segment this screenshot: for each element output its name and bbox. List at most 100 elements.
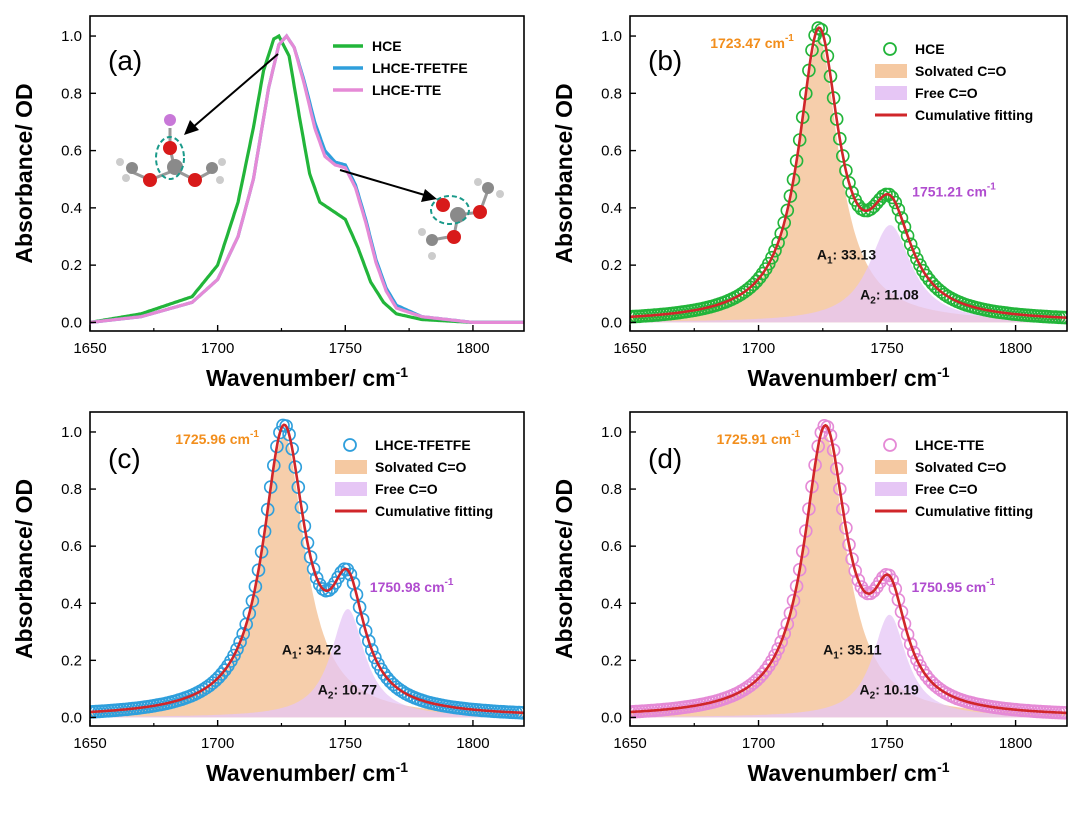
y-tick-label: 1.0 (61, 424, 82, 441)
y-axis-label: Absorbance/ OD (551, 83, 577, 263)
data-point (233, 635, 247, 649)
solvated-area (630, 434, 1067, 718)
y-tick-label: 0.2 (61, 652, 82, 669)
data-point (848, 564, 863, 578)
x-tick-label: 1750 (329, 340, 362, 357)
plot-area (90, 33, 524, 324)
y-tick-label: 0.0 (601, 314, 622, 331)
y-tick-label: 0.0 (601, 709, 622, 726)
data-point (230, 642, 244, 657)
cumulative-fit-line (90, 423, 524, 715)
y-tick-label: 0.8 (61, 85, 82, 102)
x-tick-label: 1650 (73, 340, 106, 357)
plot-area (90, 418, 524, 720)
panel-d: 1650 1700 1750 1800 0.0 0.2 0.4 0.6 0.8 1.0 Wavenu… (551, 411, 1068, 786)
legend-label: Free C=O (915, 481, 978, 497)
area1-label: A1: 34.72 (282, 642, 341, 662)
legend-swatch (335, 460, 367, 474)
y-tick-label: 0.2 (61, 257, 82, 274)
y-axis-label: Absorbance/ OD (551, 479, 577, 659)
data-point (903, 637, 918, 652)
legend-label: Solvated C=O (915, 63, 1007, 79)
y-tick-label: 0.6 (61, 538, 82, 555)
data-point (771, 642, 785, 656)
peak1-sup: -1 (785, 33, 794, 44)
x-axis-label-text: Wavenumber/ cm (206, 760, 396, 786)
solvated-area (630, 38, 1067, 323)
x-tick-label: 1650 (73, 735, 106, 752)
legend-label: HCE (372, 38, 402, 54)
x-axis-label-text: Wavenumber/ cm (747, 760, 937, 786)
peak1-value: 1725.96 cm (175, 431, 250, 447)
data-point (857, 584, 872, 599)
legend-label: Free C=O (375, 481, 438, 497)
legend-swatch (335, 482, 367, 496)
y-axis-label: Absorbance/ OD (11, 479, 37, 659)
area1-value: : 34.72 (298, 642, 342, 658)
annotation-arrows (184, 53, 437, 202)
data-point (900, 627, 915, 642)
legend-label: LHCE-TTE (372, 82, 441, 98)
x-axis-label: Wavenumber/ cm-1 (747, 759, 949, 786)
data-point (823, 428, 838, 443)
x-tick-label: 1800 (999, 340, 1032, 357)
area2-label: A2: 10.77 (318, 682, 377, 702)
legend-label: Free C=O (915, 85, 978, 101)
y-tick-label: 0.2 (601, 652, 622, 669)
panel-label: (b) (648, 45, 682, 76)
legend-label: Solvated C=O (915, 459, 1007, 475)
x-axis-label-text: Wavenumber/ cm (206, 365, 396, 391)
plot-frame (629, 15, 1068, 332)
peak2-sup: -1 (445, 577, 454, 588)
peak2-sup: -1 (987, 181, 996, 192)
peak2-sup: -1 (986, 577, 995, 588)
area2-value: : 10.77 (333, 682, 377, 698)
x-tick-label: 1750 (870, 340, 903, 357)
panel-a: 1650 1700 1750 1800 0.0 0.2 0.4 0.6 0.8 1.0 Wavenu… (11, 15, 525, 391)
area1-sub: 1 (292, 651, 298, 662)
area1-prefix: A (817, 246, 827, 262)
y-tick-label: 0.2 (601, 257, 622, 274)
panel-label: (d) (648, 443, 682, 474)
y-tick-label: 0.4 (61, 200, 82, 217)
legend-label: LHCE-TFETFE (375, 437, 471, 453)
data-point (768, 648, 782, 663)
area2-sub: 2 (328, 691, 334, 702)
data-point (352, 600, 367, 615)
data-point (820, 420, 835, 434)
legend-marker (343, 438, 357, 452)
data-point (851, 573, 866, 588)
data-point (343, 567, 358, 582)
plot-frame (89, 411, 525, 727)
peak1-label: 1725.91 cm-1 (716, 429, 800, 447)
data-point (361, 634, 376, 649)
area1-value: : 35.11 (839, 642, 882, 658)
y-tick-label: 0.6 (601, 538, 622, 555)
panel-c: 1650 1700 1750 1800 0.0 0.2 0.4 0.6 0.8 1.0 Wavenu… (11, 411, 525, 786)
peak2-value: 1750.98 cm (370, 579, 445, 595)
y-tick-label: 0.4 (601, 200, 622, 217)
y-tick-label: 1.0 (61, 28, 82, 45)
data-point (765, 250, 779, 265)
x-axis-label-sup: -1 (396, 759, 409, 775)
legend-label: Cumulative fitting (375, 503, 493, 519)
peak1-sup: -1 (250, 429, 259, 440)
data-point (227, 648, 241, 663)
x-tick-label: 1650 (613, 735, 646, 752)
data-point (334, 565, 349, 580)
y-tick-label: 0.0 (61, 709, 82, 726)
peak1-sup: -1 (791, 429, 800, 440)
free-area (630, 614, 1067, 718)
data-point (282, 427, 296, 442)
x-axis-label: Wavenumber/ cm-1 (206, 364, 408, 391)
data-point (894, 211, 909, 225)
legend-marker (883, 438, 897, 452)
y-tick-label: 1.0 (601, 28, 622, 45)
data-point (771, 236, 785, 250)
data-point (842, 176, 856, 190)
y-tick-label: 0.6 (61, 143, 82, 160)
panel-b: 1650 1700 1750 1800 0.0 0.2 0.4 0.6 0.8 1.0 Wavenu… (551, 15, 1068, 391)
panel-label: (a) (108, 45, 142, 76)
area2-label: A2: 11.08 (860, 287, 919, 307)
free-area (90, 609, 524, 718)
